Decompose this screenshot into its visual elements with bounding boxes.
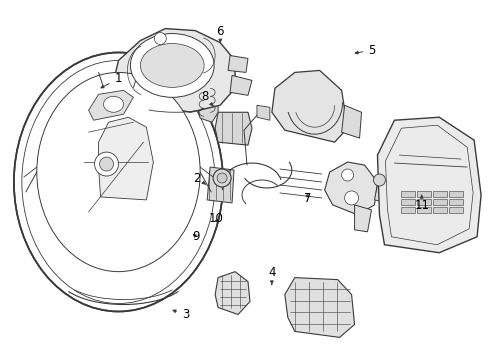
Ellipse shape	[99, 157, 114, 171]
Text: 10: 10	[208, 212, 223, 225]
Polygon shape	[449, 207, 463, 213]
Polygon shape	[355, 205, 371, 232]
Polygon shape	[228, 55, 248, 72]
Ellipse shape	[37, 72, 200, 272]
Text: 7: 7	[304, 192, 311, 205]
Ellipse shape	[217, 173, 227, 183]
Text: 4: 4	[268, 266, 275, 285]
Polygon shape	[342, 105, 362, 138]
Polygon shape	[449, 199, 463, 205]
Text: 6: 6	[216, 25, 223, 42]
Polygon shape	[401, 199, 416, 205]
Polygon shape	[207, 167, 234, 203]
Polygon shape	[272, 71, 347, 142]
Text: 5: 5	[355, 44, 376, 57]
Text: 9: 9	[193, 230, 200, 243]
Polygon shape	[215, 272, 250, 315]
Polygon shape	[125, 170, 144, 181]
Polygon shape	[257, 105, 270, 120]
Ellipse shape	[373, 174, 386, 186]
Polygon shape	[89, 90, 133, 120]
Polygon shape	[417, 207, 431, 213]
Text: 3: 3	[173, 308, 189, 321]
Text: 11: 11	[414, 195, 429, 212]
Polygon shape	[98, 117, 153, 200]
Polygon shape	[433, 199, 447, 205]
Text: 1: 1	[101, 72, 122, 88]
Ellipse shape	[141, 44, 204, 87]
Polygon shape	[374, 185, 401, 205]
Polygon shape	[125, 186, 144, 197]
Polygon shape	[113, 28, 235, 112]
Polygon shape	[125, 203, 144, 214]
Polygon shape	[69, 167, 83, 180]
Polygon shape	[417, 199, 431, 205]
Polygon shape	[325, 162, 377, 215]
Polygon shape	[417, 191, 431, 197]
Polygon shape	[125, 154, 144, 165]
Polygon shape	[449, 191, 463, 197]
Polygon shape	[401, 207, 416, 213]
Text: 8: 8	[201, 90, 213, 107]
Polygon shape	[69, 207, 83, 220]
Ellipse shape	[14, 53, 223, 311]
Ellipse shape	[344, 191, 359, 205]
Polygon shape	[196, 88, 218, 122]
Polygon shape	[69, 149, 83, 162]
Polygon shape	[230, 75, 252, 95]
Polygon shape	[69, 187, 83, 200]
Ellipse shape	[103, 96, 123, 112]
Ellipse shape	[130, 33, 214, 97]
Ellipse shape	[154, 32, 166, 45]
Polygon shape	[215, 112, 252, 145]
Polygon shape	[433, 191, 447, 197]
Polygon shape	[401, 191, 416, 197]
Polygon shape	[433, 207, 447, 213]
Text: 2: 2	[194, 172, 206, 185]
Ellipse shape	[342, 169, 354, 181]
Polygon shape	[377, 117, 481, 253]
Ellipse shape	[213, 169, 231, 187]
Polygon shape	[285, 278, 355, 337]
Ellipse shape	[95, 152, 119, 176]
